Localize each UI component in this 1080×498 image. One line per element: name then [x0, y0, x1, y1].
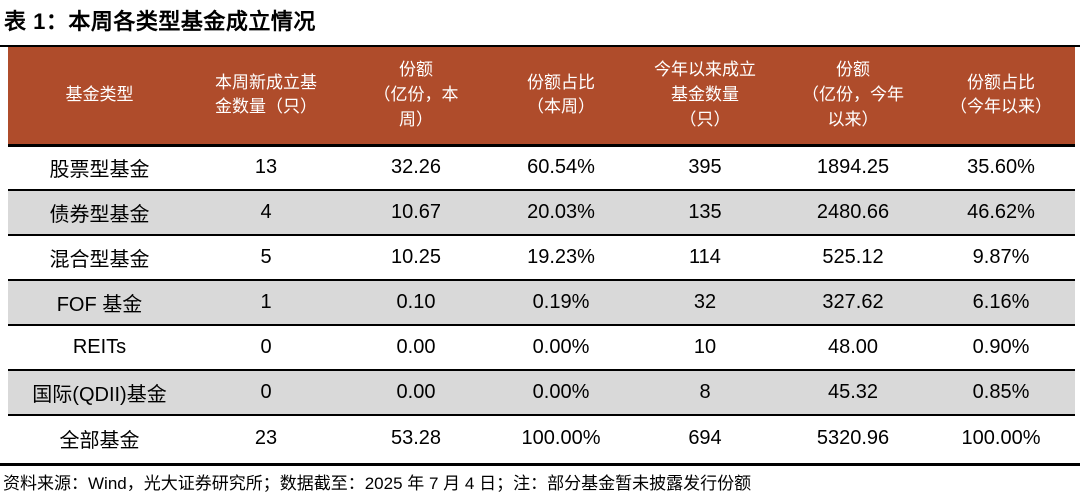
cell-week-shares: 0.00 [396, 381, 436, 403]
header-week-new-count: 本周新成立基 金数量（只） [191, 47, 341, 147]
cell-ytd-pct: 35.60% [967, 156, 1035, 179]
cell-ytd-pct: 100.00% [961, 426, 1041, 449]
cell-week-count: 1 [260, 291, 272, 313]
cell-week-count: 13 [254, 156, 278, 179]
cell-ytd-count: 8 [699, 381, 711, 403]
cell-fund-type: FOF 基金 [56, 294, 143, 316]
cell-ytd-count: 10 [693, 336, 717, 358]
cell-ytd-count: 694 [688, 426, 722, 449]
cell-ytd-pct: 0.85% [972, 381, 1030, 403]
table-row-total: 全部基金 23 53.28 100.00% 694 5320.96 100.00… [8, 415, 1075, 460]
cell-ytd-count: 32 [693, 291, 717, 313]
cell-week-shares: 0.10 [396, 291, 436, 313]
cell-ytd-shares: 5320.96 [816, 426, 890, 449]
header-week-shares: 份额 （亿份，本 周） [341, 47, 491, 147]
cell-week-count: 5 [260, 246, 272, 268]
cell-fund-type: 国际(QDII)基金 [32, 384, 167, 406]
header-fund-type: 基金类型 [8, 47, 191, 147]
cell-week-pct: 60.54% [527, 156, 595, 179]
table-row-hybrid: 混合型基金 5 10.25 19.23% 114 525.12 9.87% [8, 235, 1075, 280]
cell-ytd-pct: 0.90% [972, 336, 1030, 358]
cell-week-pct: 0.19% [532, 291, 590, 313]
cell-week-pct: 20.03% [527, 201, 595, 223]
cell-week-pct: 0.00% [532, 381, 590, 403]
cell-ytd-shares: 525.12 [822, 246, 884, 268]
cell-week-pct: 19.23% [527, 246, 595, 268]
cell-week-count: 4 [260, 201, 272, 223]
cell-week-shares: 53.28 [390, 426, 442, 449]
source-note: 资料来源：Wind，光大证券研究所；数据截至：2025 年 7 月 4 日；注：… [3, 474, 752, 493]
cell-fund-type: 全部基金 [59, 429, 140, 452]
cell-fund-type: REITs [72, 336, 127, 358]
header-week-share-pct: 份额占比 （本周） [491, 47, 631, 147]
top-rule [0, 45, 1080, 47]
header-ytd-share-pct: 份额占比 （今年以来） [927, 47, 1075, 147]
cell-ytd-pct: 46.62% [967, 201, 1035, 223]
cell-week-shares: 10.67 [390, 201, 442, 223]
bottom-rule [0, 463, 1080, 466]
cell-ytd-shares: 2480.66 [816, 201, 890, 223]
cell-week-count: 0 [260, 381, 272, 403]
table-title: 表 1：本周各类型基金成立情况 [4, 9, 316, 34]
cell-week-pct: 0.00% [532, 336, 590, 358]
cell-ytd-shares: 1894.25 [816, 156, 890, 179]
cell-ytd-shares: 327.62 [822, 291, 884, 313]
header-row: 基金类型 本周新成立基 金数量（只） 份额 （亿份，本 周） 份额占比 （本周）… [8, 47, 1075, 147]
header-ytd-count: 今年以来成立 基金数量 （只） [631, 47, 779, 147]
cell-week-count: 0 [260, 336, 272, 358]
cell-week-shares: 0.00 [396, 336, 436, 358]
table-row-bond: 债券型基金 4 10.67 20.03% 135 2480.66 46.62% [8, 190, 1075, 235]
cell-ytd-pct: 9.87% [972, 246, 1030, 268]
cell-ytd-count: 114 [689, 246, 721, 268]
cell-fund-type: 债券型基金 [49, 204, 150, 226]
cell-fund-type: 混合型基金 [49, 249, 150, 271]
table-row-qdii: 国际(QDII)基金 0 0.00 0.00% 8 45.32 0.85% [8, 370, 1075, 415]
cell-ytd-shares: 45.32 [827, 381, 879, 403]
cell-week-shares: 10.25 [390, 246, 442, 268]
cell-week-count: 23 [254, 426, 278, 449]
cell-week-shares: 32.26 [390, 156, 442, 179]
table-row-equity: 股票型基金 13 32.26 60.54% 395 1894.25 35.60% [8, 145, 1075, 190]
cell-ytd-pct: 6.16% [972, 291, 1030, 313]
table-row-fof: FOF 基金 1 0.10 0.19% 32 327.62 6.16% [8, 280, 1075, 325]
cell-week-pct: 100.00% [521, 426, 601, 449]
header-ytd-shares: 份额 （亿份，今年 以来） [779, 47, 927, 147]
cell-ytd-count: 395 [688, 156, 722, 179]
cell-fund-type: 股票型基金 [49, 159, 150, 182]
cell-ytd-count: 135 [688, 201, 722, 223]
cell-ytd-shares: 48.00 [827, 336, 879, 358]
table-row-reits: REITs 0 0.00 0.00% 10 48.00 0.90% [8, 325, 1075, 370]
fund-establishment-table: 基金类型 本周新成立基 金数量（只） 份额 （亿份，本 周） 份额占比 （本周）… [8, 47, 1075, 460]
